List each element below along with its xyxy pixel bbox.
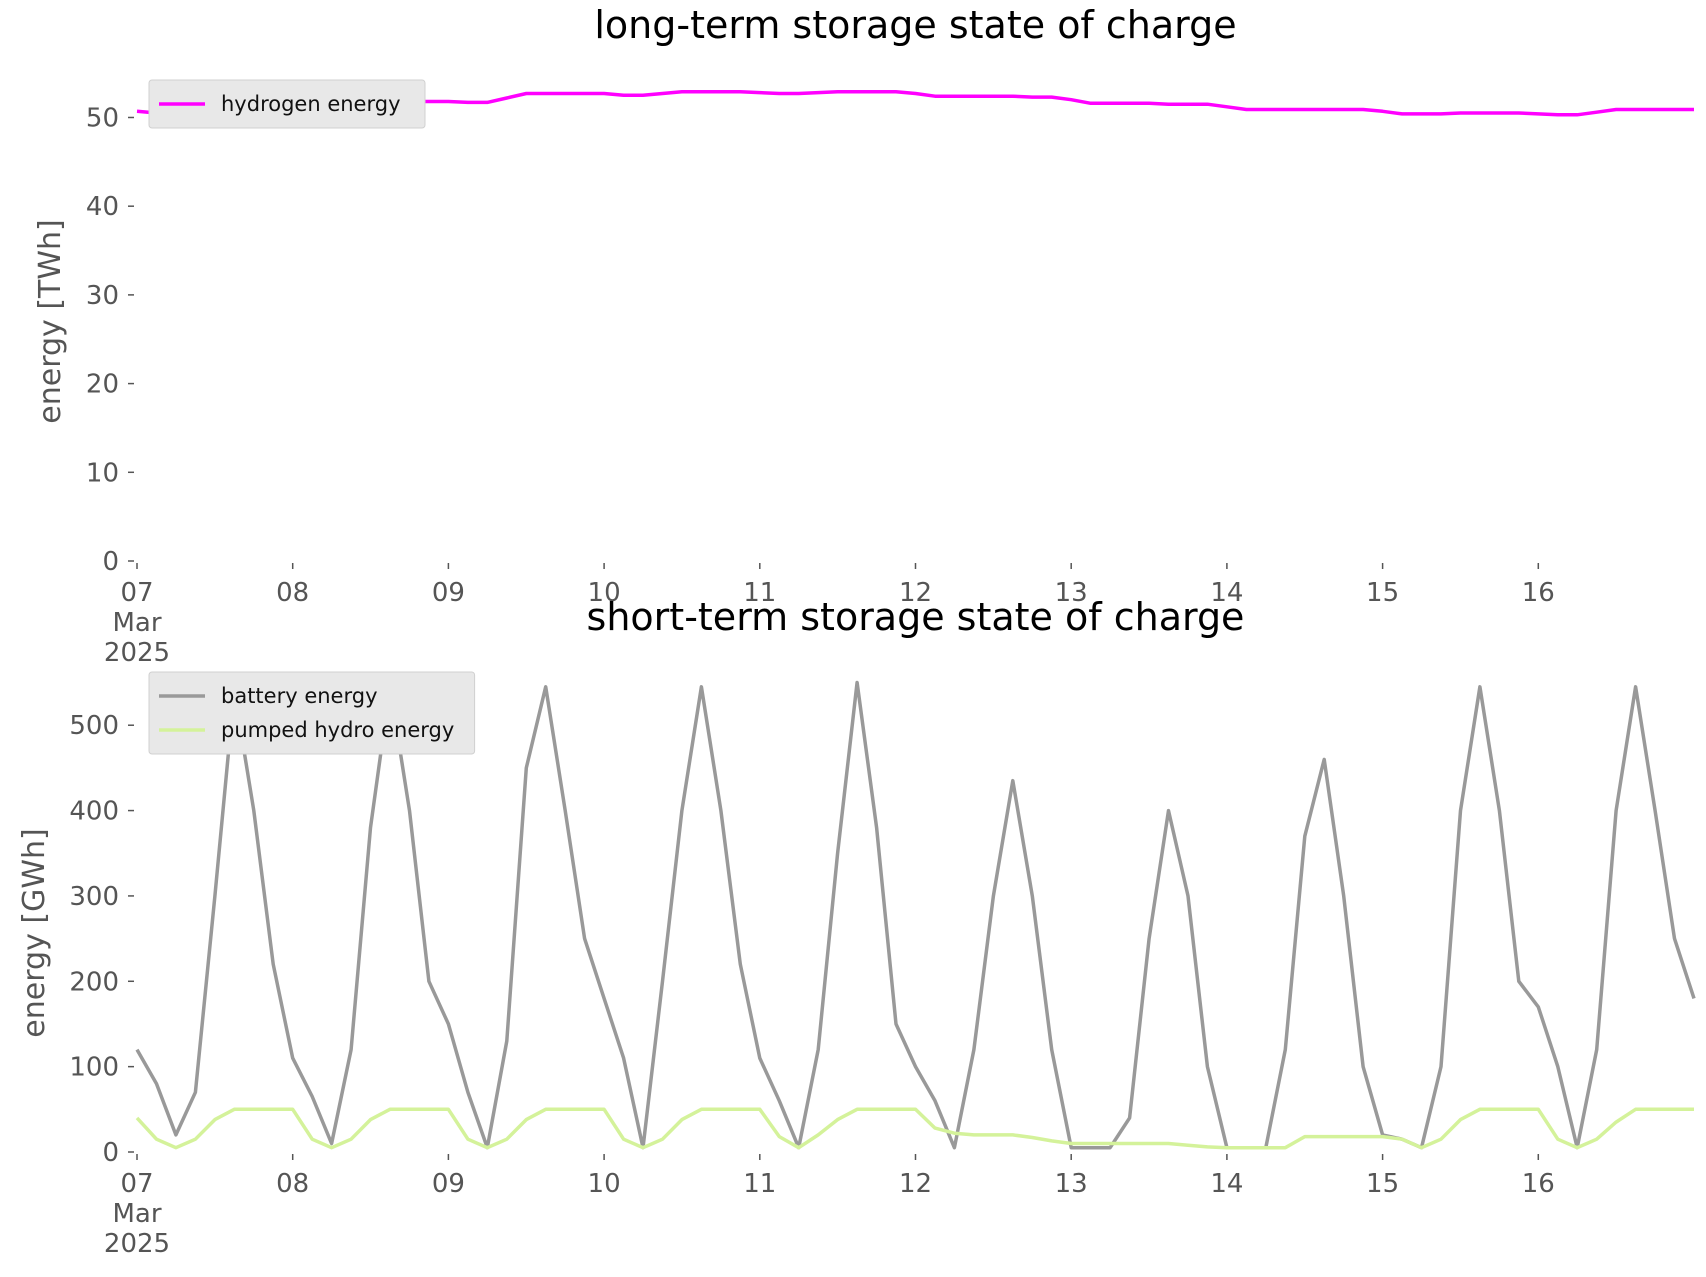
legend-box — [148, 79, 426, 129]
x-tick-label: 15 — [1366, 1169, 1399, 1199]
chart-title: short-term storage state of charge — [587, 595, 1245, 639]
x-tick-label: 14 — [1210, 578, 1243, 608]
y-tick-label: 40 — [86, 192, 119, 222]
x-tick-label: 08 — [276, 1169, 309, 1199]
x-tick-label: 11 — [743, 1169, 776, 1199]
legend-box — [148, 671, 476, 755]
x-tick-label: 07 Mar 2025 — [104, 578, 170, 668]
x-tick-label: 07 Mar 2025 — [104, 1169, 170, 1259]
y-axis-label: energy [GWh] — [17, 828, 52, 1037]
y-tick-label: 500 — [69, 711, 119, 741]
x-tick-label: 10 — [588, 1169, 621, 1199]
x-tick-label: 16 — [1522, 578, 1555, 608]
y-tick-label: 300 — [69, 882, 119, 912]
x-tick-label: 13 — [1055, 578, 1088, 608]
x-tick-label: 15 — [1366, 578, 1399, 608]
x-tick-label: 13 — [1055, 1169, 1088, 1199]
x-tick-label: 14 — [1210, 1169, 1243, 1199]
x-tick-label: 12 — [899, 578, 932, 608]
x-tick-label: 10 — [588, 578, 621, 608]
legend-label: hydrogen energy — [221, 92, 401, 116]
y-tick-label: 400 — [69, 797, 119, 827]
legend-label: pumped hydro energy — [221, 718, 454, 742]
y-tick-label: 20 — [86, 370, 119, 400]
legend-label: battery energy — [221, 684, 378, 708]
x-tick-label: 12 — [899, 1169, 932, 1199]
x-tick-label: 09 — [432, 1169, 465, 1199]
x-tick-label: 09 — [432, 578, 465, 608]
y-tick-label: 10 — [86, 458, 119, 488]
y-tick-label: 100 — [69, 1053, 119, 1083]
y-tick-label: 200 — [69, 967, 119, 997]
data-line — [135, 1107, 1694, 1150]
x-tick-label: 11 — [743, 578, 776, 608]
y-tick-label: 0 — [102, 1138, 119, 1168]
x-tick-label: 08 — [276, 578, 309, 608]
chart-title: long-term storage state of charge — [594, 3, 1236, 47]
x-tick-label: 16 — [1522, 1169, 1555, 1199]
y-axis-label: energy [TWh] — [33, 219, 68, 423]
y-tick-label: 0 — [102, 547, 119, 577]
y-tick-label: 50 — [86, 103, 119, 133]
y-tick-label: 30 — [86, 281, 119, 311]
